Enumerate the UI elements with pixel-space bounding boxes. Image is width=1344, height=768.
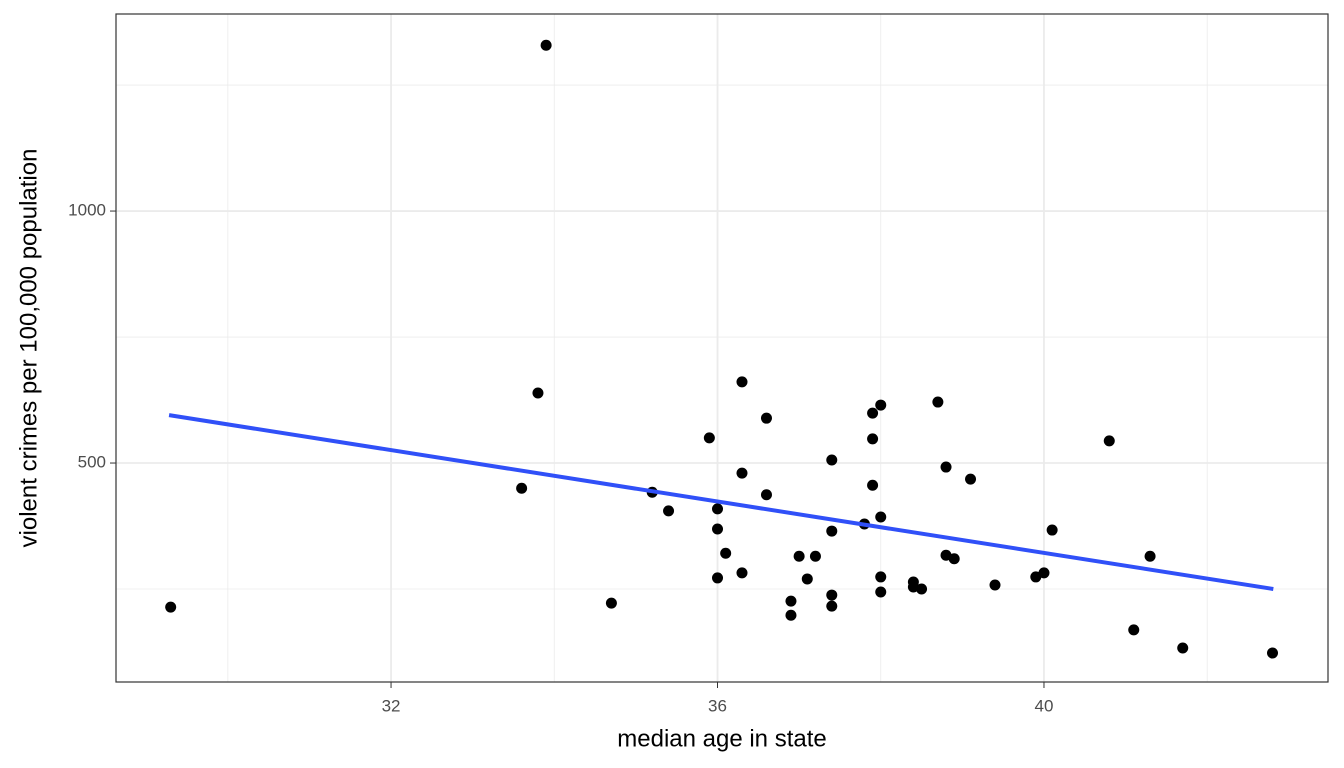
point — [785, 595, 797, 607]
x-tick-label: 32 — [382, 696, 401, 715]
point — [736, 376, 748, 388]
point — [516, 482, 528, 494]
point — [1030, 571, 1042, 583]
point — [940, 461, 952, 473]
point — [1038, 567, 1050, 579]
trend-line — [168, 413, 1274, 591]
point — [720, 547, 732, 559]
x-tick-label: 36 — [708, 696, 727, 715]
point — [867, 479, 879, 491]
x-tick-label: 40 — [1035, 696, 1054, 715]
point — [532, 387, 544, 399]
point — [875, 399, 887, 411]
point — [989, 579, 1001, 591]
point — [826, 589, 838, 601]
point — [712, 523, 724, 535]
point — [875, 511, 887, 523]
point — [826, 525, 838, 537]
point — [736, 567, 748, 579]
y-axis-title: violent crimes per 100,000 population — [15, 149, 42, 548]
point — [712, 572, 724, 584]
point — [712, 503, 724, 515]
y-tick-label: 1000 — [68, 201, 106, 220]
point — [760, 412, 772, 424]
point — [809, 550, 821, 562]
point — [540, 39, 552, 51]
point — [605, 597, 617, 609]
point — [801, 573, 813, 585]
point — [1103, 435, 1115, 447]
x-axis-title: median age in state — [617, 725, 826, 752]
point — [826, 454, 838, 466]
point — [1177, 642, 1189, 654]
point — [875, 571, 887, 583]
point — [867, 433, 879, 445]
point — [703, 432, 715, 444]
point — [165, 601, 177, 613]
y-tick-label: 500 — [78, 453, 106, 472]
point — [1046, 524, 1058, 536]
point — [948, 553, 960, 565]
point — [932, 396, 944, 408]
point — [1144, 550, 1156, 562]
point — [736, 467, 748, 479]
point — [867, 407, 879, 419]
panel-border — [115, 13, 1329, 683]
point — [760, 489, 772, 501]
point — [1267, 647, 1279, 659]
point — [1128, 624, 1140, 636]
point — [916, 583, 928, 595]
point — [965, 473, 977, 485]
point — [793, 550, 805, 562]
point — [785, 609, 797, 621]
point — [875, 586, 887, 598]
point — [826, 600, 838, 612]
point — [663, 505, 675, 517]
